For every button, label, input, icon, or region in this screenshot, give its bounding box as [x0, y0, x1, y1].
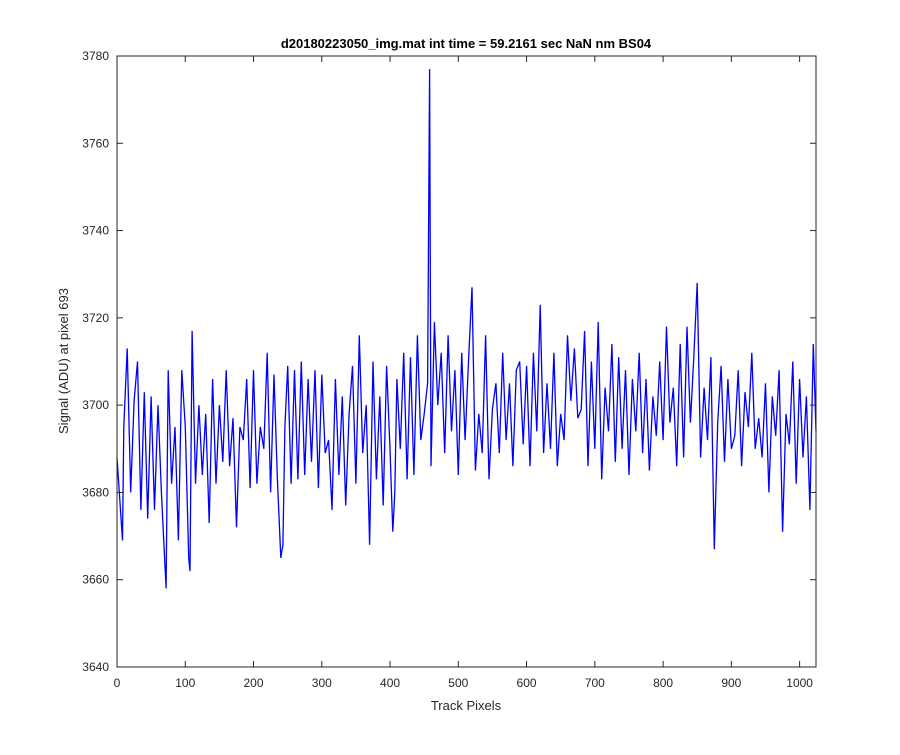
y-tick-label: 3680	[82, 485, 109, 499]
y-tick-label: 3720	[82, 311, 109, 325]
y-tick-label: 3780	[82, 49, 109, 63]
x-tick-label: 200	[244, 676, 264, 690]
y-tick-label: 3660	[82, 573, 109, 587]
plot-box	[116, 55, 817, 668]
y-axis-title: Signal (ADU) at pixel 693	[56, 288, 71, 434]
chart-title: d20180223050_img.mat int time = 59.2161 …	[281, 36, 652, 51]
x-tick-label: 300	[312, 676, 332, 690]
x-tick-label: 100	[175, 676, 195, 690]
x-tick-label: 0	[114, 676, 121, 690]
y-tick-label: 3760	[82, 136, 109, 150]
x-tick-label: 900	[721, 676, 741, 690]
x-tick-label: 500	[448, 676, 468, 690]
plot-area	[117, 56, 816, 667]
series-layer	[116, 69, 817, 589]
x-tick-label: 1000	[786, 676, 813, 690]
x-tick-label: 700	[585, 676, 605, 690]
y-tick-label: 3740	[82, 224, 109, 238]
x-ticks: 0 100 200 300 400 500 600 700 800 900 1000	[114, 56, 813, 690]
y-tick-label: 3640	[82, 660, 109, 674]
y-tick-label: 3700	[82, 398, 109, 412]
x-axis-title: Track Pixels	[431, 698, 502, 713]
series-line-0	[116, 69, 817, 589]
y-ticks: 3640 3660 3680 3700 3720 3740 3760 3780	[82, 49, 816, 674]
x-tick-label: 800	[653, 676, 673, 690]
x-tick-label: 600	[517, 676, 537, 690]
x-tick-label: 400	[380, 676, 400, 690]
